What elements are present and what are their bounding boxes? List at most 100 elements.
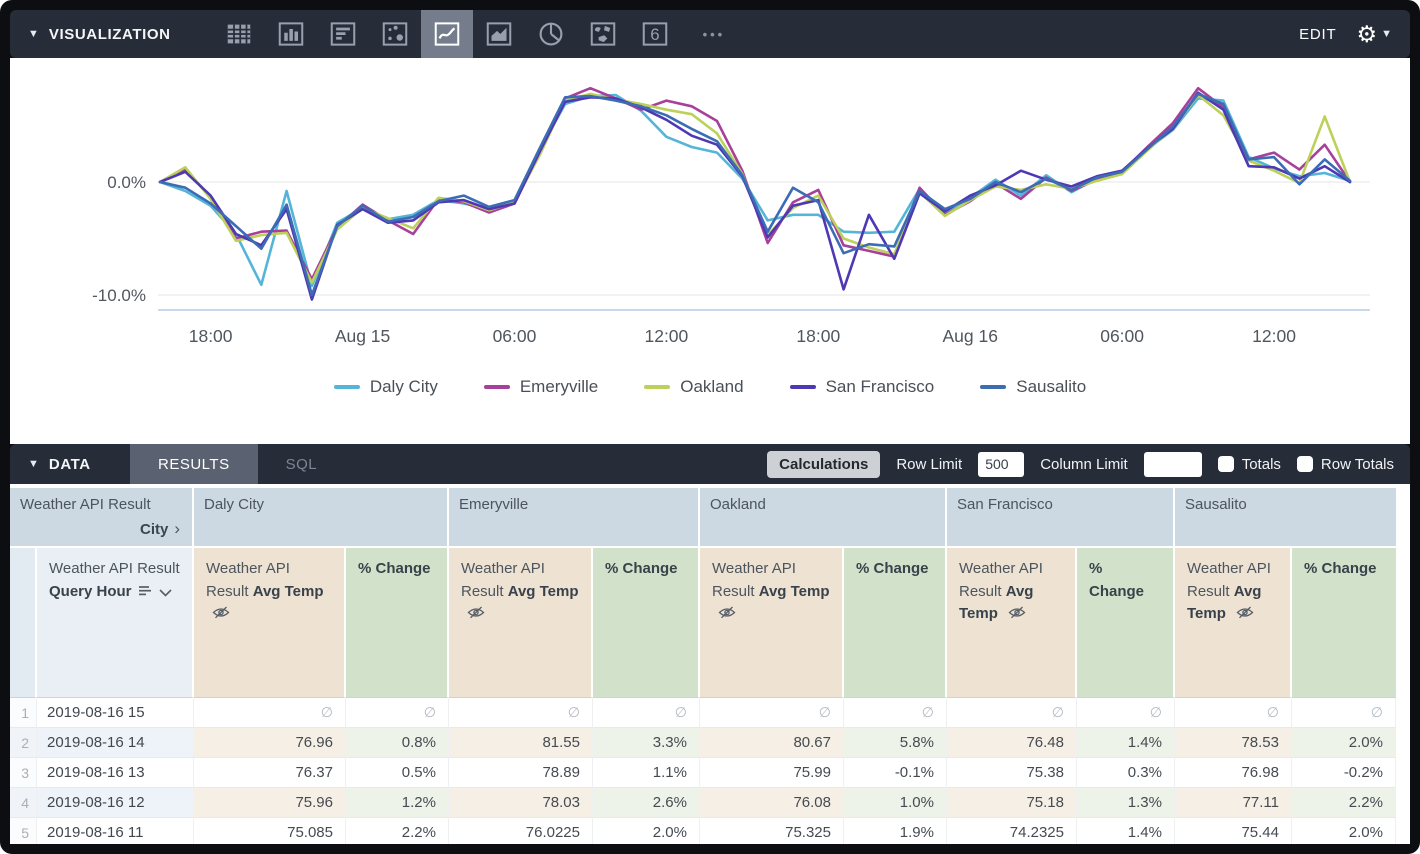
data-section-toggle[interactable]: ▼ DATA — [10, 456, 130, 473]
cell-value[interactable]: 3.3% — [593, 728, 700, 758]
cell-value[interactable]: 1.2% — [346, 788, 449, 818]
cell-value[interactable]: 78.53 — [1175, 728, 1292, 758]
cell-value[interactable]: 75.325 — [700, 818, 844, 844]
cell-value[interactable]: 5.8% — [844, 728, 947, 758]
cell-value[interactable]: 1.3% — [1077, 788, 1175, 818]
cell-value[interactable]: 2.2% — [346, 818, 449, 844]
chevron-right-icon: › — [174, 519, 180, 538]
cell-value[interactable]: -0.1% — [844, 758, 947, 788]
cell-value[interactable]: 75.99 — [700, 758, 844, 788]
legend-label: Sausalito — [1016, 377, 1087, 396]
cell-value[interactable]: 80.67 — [700, 728, 844, 758]
cell-hour[interactable]: 2019-08-16 15 — [37, 698, 194, 728]
row-limit-input[interactable] — [978, 451, 1025, 477]
x-tick-label: 18:00 — [189, 326, 233, 346]
cell-value[interactable]: 76.48 — [947, 728, 1077, 758]
cell-value[interactable]: 75.38 — [947, 758, 1077, 788]
cell-value[interactable]: 1.4% — [1077, 818, 1175, 844]
cell-hour[interactable]: 2019-08-16 13 — [37, 758, 194, 788]
cell-value[interactable]: 76.98 — [1175, 758, 1292, 788]
viz-type-scatter[interactable] — [369, 10, 421, 58]
cell-value[interactable]: 0.3% — [1077, 758, 1175, 788]
viz-type-area[interactable] — [473, 10, 525, 58]
column-group-sausalito[interactable]: Sausalito — [1175, 488, 1396, 548]
cell-value[interactable]: 81.55 — [449, 728, 593, 758]
cell-value[interactable]: 78.89 — [449, 758, 593, 788]
viz-type-line[interactable] — [420, 10, 473, 58]
cell-value[interactable]: 78.03 — [449, 788, 593, 818]
column-header-query-hour[interactable]: Weather API Result Query Hour — [37, 548, 194, 698]
viz-type-map[interactable] — [577, 10, 629, 58]
calculations-button[interactable]: Calculations — [767, 450, 881, 478]
calc-label: % Change — [1089, 560, 1145, 600]
row-totals-checkbox[interactable] — [1296, 456, 1313, 472]
series-line-emeryville — [158, 86, 1352, 281]
tab-sql[interactable]: SQL — [285, 455, 318, 473]
cell-value[interactable]: 76.96 — [194, 728, 346, 758]
totals-label: Totals — [1241, 455, 1281, 473]
column-header-pct-change-emeryville[interactable]: % Change — [593, 548, 700, 698]
viz-type-column[interactable] — [265, 10, 317, 58]
column-header-pct-change-oakland[interactable]: % Change — [844, 548, 947, 698]
visualization-section-toggle[interactable]: ▼ VISUALIZATION — [10, 26, 171, 43]
edit-button[interactable]: EDIT — [1299, 25, 1337, 43]
totals-checkbox[interactable] — [1217, 456, 1234, 472]
column-group-daly-city[interactable]: Daly City — [194, 488, 449, 548]
cell-value[interactable]: 1.9% — [844, 818, 947, 844]
more-viz-types-icon[interactable]: ••• — [702, 26, 726, 42]
column-limit-input[interactable] — [1143, 451, 1202, 477]
cell-value[interactable]: 2.6% — [593, 788, 700, 818]
x-tick-label: 18:00 — [796, 326, 840, 346]
cell-value[interactable]: 0.8% — [346, 728, 449, 758]
y-tick-label: 0.0% — [107, 173, 146, 192]
viz-type-single-value[interactable]: 6 — [629, 10, 681, 58]
cell-value[interactable]: 2.0% — [1292, 818, 1396, 844]
legend-swatch-icon — [483, 385, 510, 389]
column-group-emeryville[interactable]: Emeryville — [449, 488, 700, 548]
cell-value[interactable]: 76.0225 — [449, 818, 593, 844]
viz-type-table[interactable] — [213, 10, 265, 58]
cell-value[interactable]: 1.4% — [1077, 728, 1175, 758]
cell-value[interactable]: 74.2325 — [947, 818, 1077, 844]
cell-value[interactable]: 0.5% — [346, 758, 449, 788]
cell-value[interactable]: -0.2% — [1292, 758, 1396, 788]
cell-hour[interactable]: 2019-08-16 11 — [37, 818, 194, 844]
cell-value[interactable]: 75.44 — [1175, 818, 1292, 844]
cell-null: ∅ — [700, 698, 844, 728]
column-header-pct-change-sausalito[interactable]: % Change — [1292, 548, 1396, 698]
column-header-avg-temp-daly-city[interactable]: Weather API Result Avg Temp — [194, 548, 346, 698]
column-header-avg-temp-emeryville[interactable]: Weather API Result Avg Temp — [449, 548, 593, 698]
column-header-avg-temp-oakland[interactable]: Weather API Result Avg Temp — [700, 548, 844, 698]
cell-value[interactable]: 76.37 — [194, 758, 346, 788]
column-header-avg-temp-san-francisco[interactable]: Weather API Result Avg Temp — [947, 548, 1077, 698]
column-group-oakland[interactable]: Oakland — [700, 488, 947, 548]
legend-swatch-icon — [644, 385, 671, 389]
viz-type-bar[interactable] — [317, 10, 369, 58]
column-header-avg-temp-sausalito[interactable]: Weather API Result Avg Temp — [1175, 548, 1292, 698]
calc-label: % Change — [358, 560, 431, 577]
cell-hour[interactable]: 2019-08-16 14 — [37, 728, 194, 758]
cell-value[interactable]: 2.0% — [593, 818, 700, 844]
cell-value[interactable]: 2.0% — [1292, 728, 1396, 758]
hour-dim-label: Query Hour — [49, 582, 132, 600]
column-group-san-francisco[interactable]: San Francisco — [947, 488, 1175, 548]
cell-value[interactable]: 75.96 — [194, 788, 346, 818]
cell-value[interactable]: 2.2% — [1292, 788, 1396, 818]
x-tick-label: 06:00 — [493, 326, 537, 346]
cell-value[interactable]: 75.085 — [194, 818, 346, 844]
viz-settings-button[interactable]: ⚙ ▼ — [1356, 22, 1392, 46]
legend-swatch-icon — [789, 385, 816, 389]
viz-type-pie[interactable] — [525, 10, 577, 58]
cell-value[interactable]: 1.0% — [844, 788, 947, 818]
cell-value[interactable]: 76.08 — [700, 788, 844, 818]
column-header-pct-change-san-francisco[interactable]: % Change — [1077, 548, 1175, 698]
column-header-city[interactable]: Weather API Result City › — [10, 488, 194, 548]
tab-results[interactable]: RESULTS — [130, 444, 258, 484]
column-header-pct-change-daly-city[interactable]: % Change — [346, 548, 449, 698]
hidden-field-icon — [718, 606, 736, 619]
cell-hour[interactable]: 2019-08-16 12 — [37, 788, 194, 818]
cell-value[interactable]: 77.11 — [1175, 788, 1292, 818]
cell-value[interactable]: 1.1% — [593, 758, 700, 788]
cell-value[interactable]: 75.18 — [947, 788, 1077, 818]
